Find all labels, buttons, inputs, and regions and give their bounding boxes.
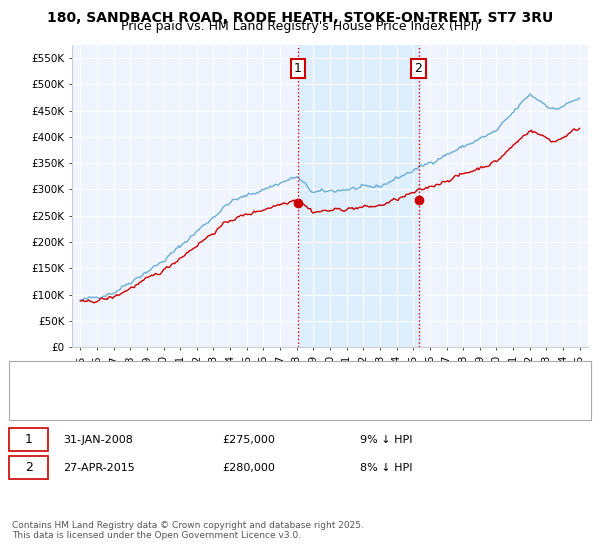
Text: Contains HM Land Registry data © Crown copyright and database right 2025.
This d: Contains HM Land Registry data © Crown c… — [12, 521, 364, 540]
Text: HPI: Average price, detached house, Cheshire East: HPI: Average price, detached house, Ches… — [69, 403, 352, 413]
Text: £280,000: £280,000 — [222, 463, 275, 473]
Text: 8% ↓ HPI: 8% ↓ HPI — [360, 463, 413, 473]
Text: Price paid vs. HM Land Registry's House Price Index (HPI): Price paid vs. HM Land Registry's House … — [121, 20, 479, 32]
Text: 31-JAN-2008: 31-JAN-2008 — [63, 435, 133, 445]
Text: 1: 1 — [294, 62, 302, 75]
Text: 180, SANDBACH ROAD, RODE HEATH, STOKE-ON-TRENT, ST7 3RU (detached house): 180, SANDBACH ROAD, RODE HEATH, STOKE-ON… — [69, 389, 537, 399]
Text: 1: 1 — [25, 433, 33, 446]
Text: £275,000: £275,000 — [222, 435, 275, 445]
Text: 2: 2 — [415, 62, 422, 75]
Text: 9% ↓ HPI: 9% ↓ HPI — [360, 435, 413, 445]
Text: 180, SANDBACH ROAD, RODE HEATH, STOKE-ON-TRENT, ST7 3RU: 180, SANDBACH ROAD, RODE HEATH, STOKE-ON… — [47, 11, 553, 25]
Text: 2: 2 — [25, 461, 33, 474]
Text: 27-APR-2015: 27-APR-2015 — [63, 463, 135, 473]
Bar — [298, 45, 419, 347]
